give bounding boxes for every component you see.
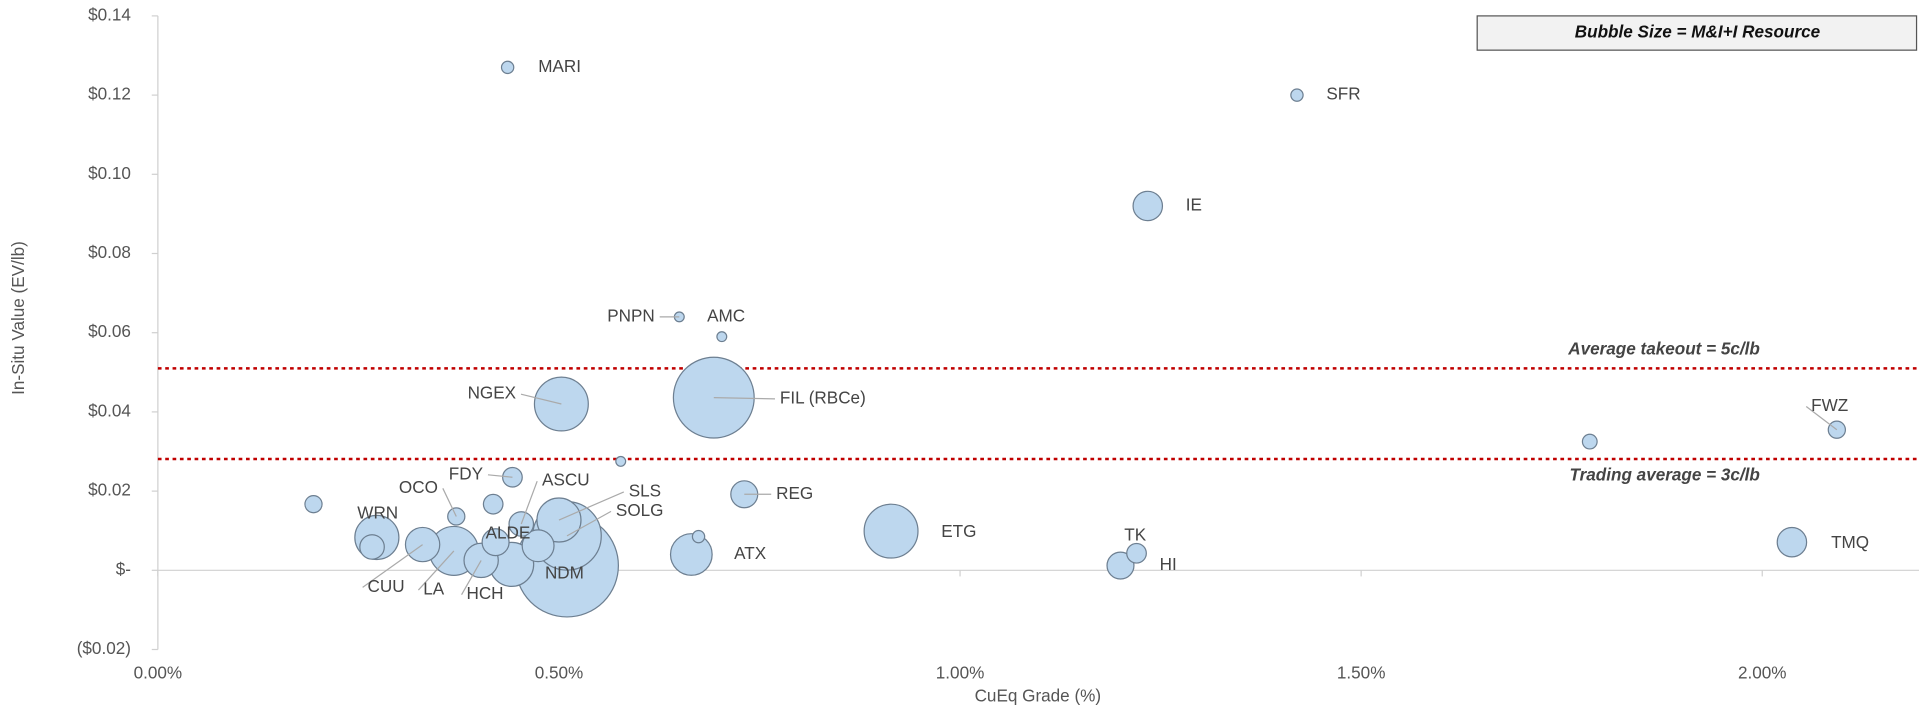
y-tick-label: $0.06 [88, 322, 131, 341]
reference-label: Average takeout = 5c/lb [1567, 340, 1760, 359]
bubble [508, 511, 535, 537]
y-tick-label: $0.04 [88, 401, 131, 420]
bubble [521, 529, 555, 563]
bubble [500, 60, 515, 75]
bubble [1581, 433, 1598, 450]
bubble-label: SOLG [616, 501, 664, 520]
x-axis-label: CuEq Grade (%) [975, 687, 1102, 706]
bubble-label: TMQ [1831, 533, 1869, 552]
bubble [716, 331, 728, 343]
bubble-label: FIL (RBCe) [780, 388, 866, 407]
bubble [533, 376, 589, 432]
bubble [669, 533, 713, 576]
leader-line [442, 488, 457, 517]
y-axis-label: In-Situ Value (EV/lb) [9, 241, 28, 395]
bubble-label: SLS [629, 481, 661, 500]
bubble [863, 503, 919, 559]
bubble-label: LA [423, 580, 445, 599]
leader-line [461, 560, 482, 595]
bubble-label: PNPN [607, 306, 655, 325]
bubble [615, 455, 627, 467]
leader-line [417, 550, 455, 591]
y-tick-label: $0.12 [88, 85, 131, 104]
bubble-label: HCH [466, 584, 503, 603]
leader-line [520, 393, 562, 405]
bubble-label: ETG [941, 522, 976, 541]
bubble [481, 528, 510, 557]
leader-line [566, 510, 612, 537]
leader-line [558, 491, 625, 521]
x-tick-label: 0.50% [535, 663, 584, 682]
leader-line [1805, 405, 1838, 431]
bubble [1776, 526, 1808, 558]
bubble-label: IE [1186, 196, 1202, 215]
bubble-label: ASCU [542, 471, 590, 490]
bubble [691, 529, 706, 544]
x-tick-label: 2.00% [1738, 663, 1787, 682]
y-tick-label: $0.10 [88, 164, 131, 183]
bubble [1126, 542, 1147, 564]
bubble [404, 526, 441, 563]
y-tick-label: $- [116, 560, 131, 579]
bubble [1132, 190, 1164, 222]
bubble-label: HI [1160, 555, 1177, 574]
reference-label: Trading average = 3c/lb [1569, 466, 1759, 485]
leader-line [713, 397, 775, 400]
y-tick-label: $0.02 [88, 481, 131, 500]
bubble-label: MARI [538, 57, 581, 76]
bubble-label: SFR [1326, 85, 1360, 104]
bubble-label: FDY [449, 464, 484, 483]
bubble [304, 495, 323, 514]
y-tick-label: ($0.02) [77, 639, 131, 658]
bubble [482, 493, 504, 515]
bubble-label: NGEX [468, 384, 517, 403]
leader-line [520, 480, 538, 525]
x-tick-label: 0.00% [134, 663, 183, 682]
bubble-label: CUU [368, 577, 405, 596]
bubble-label: TK [1124, 526, 1146, 545]
bubble [1290, 88, 1304, 102]
bubble-label: ATX [734, 544, 767, 563]
bubble [1106, 551, 1135, 580]
annotation: Bubble Size = M&I+I Resource [1575, 23, 1821, 42]
bubble-label: FWZ [1811, 396, 1848, 415]
bubble-label: REG [776, 484, 813, 503]
bubble-label: WRN [357, 504, 398, 523]
x-tick-label: 1.50% [1337, 663, 1386, 682]
bubble [359, 534, 385, 560]
bubble-label: OCO [399, 478, 438, 497]
bubble-label: ALDE [486, 524, 531, 543]
bubble-label: AMC [707, 307, 745, 326]
bubble [447, 507, 466, 526]
x-tick-label: 1.00% [936, 663, 985, 682]
y-tick-label: $0.08 [88, 243, 131, 262]
leader-line [487, 474, 513, 478]
bubble-label: NDM [545, 564, 584, 583]
leader-line [362, 544, 423, 588]
annotation-box [1476, 15, 1918, 51]
y-tick-label: $0.14 [88, 5, 131, 24]
